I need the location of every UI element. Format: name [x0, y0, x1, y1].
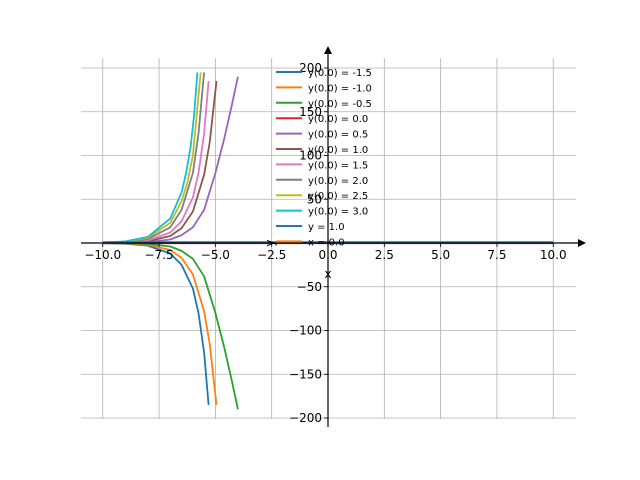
- legend-entry: y(0.0) = -1.5: [308, 68, 372, 79]
- legend-entry: y(0.0) = -1.0: [308, 83, 372, 94]
- x-tick-label: 5.0: [431, 248, 450, 262]
- series-line-0: [102, 242, 210, 405]
- x-tick-label: 0.0: [318, 248, 337, 262]
- x-axis-arrow: [578, 239, 586, 247]
- legend-entry: y(0.0) = 2.0: [308, 176, 368, 187]
- series-line-2: [102, 242, 239, 410]
- y-axis-label: y: [263, 239, 277, 246]
- x-axis-label: x: [324, 267, 331, 281]
- legend-entry: y(0.0) = 1.0: [308, 145, 368, 156]
- y-tick-label: 50: [307, 192, 322, 206]
- series-line-9: [102, 72, 199, 244]
- x-tick-label: 2.5: [375, 248, 394, 262]
- legend: y(0.0) = -1.5 y(0.0) = -1.0 y(0.0) = -0.5 y…: [276, 68, 372, 248]
- y-tick-label: 150: [299, 105, 322, 119]
- legend-entry: y(0.0) = -0.5: [308, 99, 372, 110]
- legend-entry: y(0.0) = 0.0: [308, 114, 368, 125]
- y-axis-arrow: [324, 46, 332, 54]
- legend-entry: y(0.0) = 2.5: [308, 191, 368, 202]
- y-tick-label: 200: [299, 61, 322, 75]
- x-tick-label: −2.5: [257, 248, 286, 262]
- legend-entry: y(0.0) = 3.0: [308, 207, 368, 218]
- y-tick-label: 100: [299, 149, 322, 163]
- y-tick-label: −200: [289, 411, 322, 425]
- x-tick-label: 7.5: [487, 248, 506, 262]
- x-tick-label: −10.0: [84, 248, 121, 262]
- y-tick-label: −50: [297, 280, 322, 294]
- x-tick-label: 10.0: [540, 248, 567, 262]
- y-tick-label: −100: [289, 324, 322, 338]
- x-tick-label: −7.5: [144, 248, 173, 262]
- legend-entry: y = 1.0: [308, 222, 345, 233]
- series-line-6: [102, 81, 210, 244]
- legend-entry: x = 0.0: [308, 237, 345, 248]
- series-line-8: [102, 72, 202, 244]
- tick-labels: −10.0 −7.5 −5.0 −2.5 0.0 2.5 5.0 7.5 10.0 −200 −15…: [84, 61, 566, 425]
- x-tick-label: −5.0: [201, 248, 230, 262]
- legend-entry: y(0.0) = 0.5: [308, 130, 368, 141]
- legend-entry: y(0.0) = 1.5: [308, 160, 368, 171]
- y-tick-label: −150: [289, 367, 322, 381]
